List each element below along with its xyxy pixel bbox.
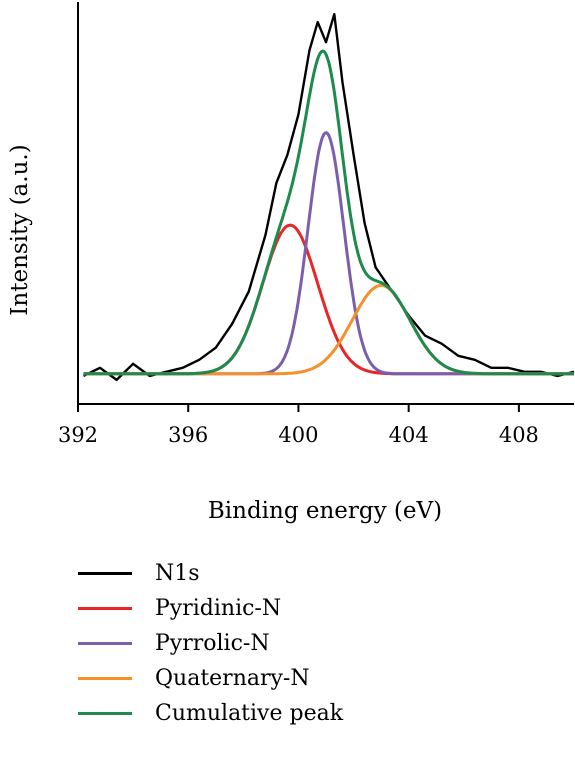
series-pyridinic-n [83,223,574,376]
legend-item: Pyridinic-N [78,591,343,626]
axes [77,2,574,405]
legend-label: Pyrrolic-N [155,630,270,656]
x-axis-title: Binding energy (eV) [208,498,442,524]
plot-area [82,12,575,382]
x-tick-label: 396 [168,423,208,447]
legend-swatch [78,677,132,680]
x-ticks: 392 396 400 404 408 [58,404,539,447]
legend-swatch [78,572,132,575]
series-pyrrolic-n [83,131,574,376]
legend-label: Pyridinic-N [155,595,282,621]
legend-swatch [78,642,132,645]
legend-item: Quaternary-N [78,661,343,696]
y-axis-title: Intensity (a.u.) [7,144,33,315]
legend-swatch [78,712,132,715]
legend-label: Quaternary-N [155,665,310,691]
legend-label: Cumulative peak [155,700,344,726]
series-cumulative-peak [83,49,574,376]
legend-item: N1s [78,556,343,591]
x-tick-label: 400 [278,423,318,447]
series-n1s [82,12,575,382]
legend-item: Pyrrolic-N [78,626,343,661]
series-quaternary-n [83,283,574,376]
legend-label: N1s [155,560,200,586]
legend-swatch [78,607,132,610]
legend-item: Cumulative peak [78,696,343,731]
x-tick-label: 408 [499,423,539,447]
x-tick-label: 392 [58,423,98,447]
x-tick-label: 404 [389,423,429,447]
legend: N1s Pyridinic-N Pyrrolic-N Quaternary-N Cumu… [78,556,343,731]
chart: 392 396 400 404 408 Binding energy (eV) Inte… [7,2,575,524]
